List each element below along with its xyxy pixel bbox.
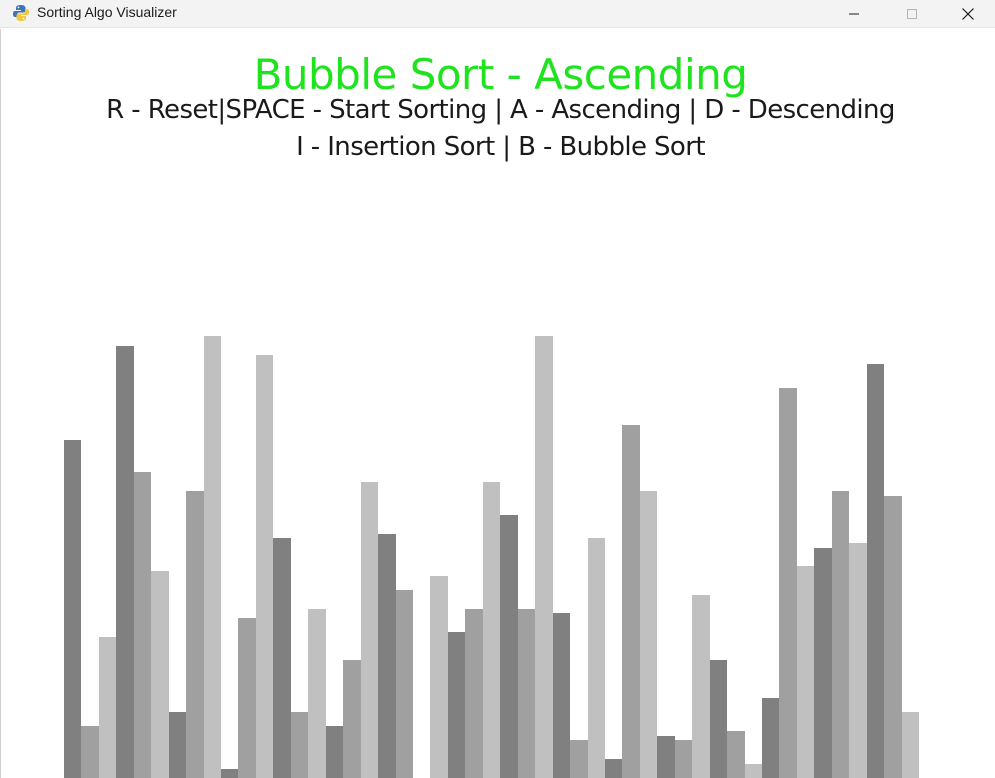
bar [588,538,605,778]
bar [134,472,151,778]
bar [832,491,849,778]
bar [849,543,867,778]
bar [396,590,413,778]
bar [151,571,169,778]
bar [343,660,361,778]
title-bar[interactable]: Sorting Algo Visualizer [0,0,995,28]
bar [622,425,640,778]
bar [448,632,465,778]
bar [640,491,657,778]
window-title: Sorting Algo Visualizer [37,4,177,20]
bar [500,515,518,778]
bar [884,496,902,778]
bar [326,726,343,778]
minimize-icon [849,13,859,15]
bar [64,440,81,778]
bar [378,534,396,778]
bar [779,388,797,778]
bar [99,637,116,778]
bar [430,576,448,778]
visualizer-canvas[interactable] [0,29,995,778]
algorithm-title: Bubble Sort - Ascending [253,50,748,99]
bar [675,740,692,778]
bar [745,764,762,778]
bar [204,336,221,778]
bar [657,736,675,778]
python-icon [13,5,29,21]
close-icon [962,8,974,20]
bar [692,595,710,778]
bar [169,712,186,778]
bar [797,566,814,778]
bar [535,336,553,778]
bar [238,618,256,778]
bar [186,491,204,778]
bar [570,740,588,778]
maximize-button[interactable] [883,0,941,28]
close-button[interactable] [941,0,995,28]
bar [465,609,483,778]
bar [727,731,745,778]
controls-help-line1: R - Reset|SPACE - Start Sorting | A - As… [106,95,895,125]
bar [605,759,622,778]
bar [762,698,779,778]
bar [553,613,570,778]
bar [308,609,326,778]
minimize-button[interactable] [825,0,883,28]
bar [483,482,500,778]
bar [273,538,291,778]
bar [256,355,273,778]
bar [361,482,378,778]
bar [221,769,238,778]
controls-help-line2: I - Insertion Sort | B - Bubble Sort [296,132,705,162]
bar [902,712,919,778]
bar [814,548,832,778]
bar [291,712,308,778]
bar [116,346,134,778]
maximize-icon [907,9,917,19]
bar [518,609,535,778]
bar [867,364,884,778]
bar [710,660,727,778]
bar [81,726,99,778]
